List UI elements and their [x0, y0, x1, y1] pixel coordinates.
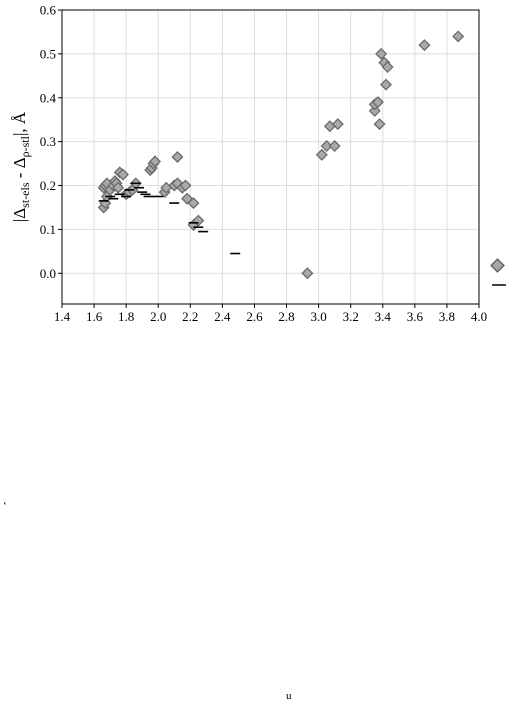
x-tick-label: 3.0: [310, 309, 326, 324]
x-tick-label: 3.2: [343, 309, 359, 324]
diamond-point: [381, 61, 394, 74]
diamond-point: [452, 30, 465, 43]
stray-mark-bottom: u: [286, 690, 292, 702]
diamond-point: [375, 47, 388, 60]
ylabel-minus: -: [10, 168, 29, 182]
diamond-point: [112, 181, 125, 194]
diamond-point: [149, 155, 162, 168]
diamond-point: [320, 140, 333, 153]
x-tick-label: 4.0: [471, 309, 487, 324]
diamond-point: [418, 39, 431, 52]
diamond-point: [179, 179, 192, 192]
y-tick-label: 0.4: [40, 90, 57, 105]
y-tick-label: 0.2: [40, 178, 56, 193]
diamond-point: [328, 140, 341, 153]
diamond-point: [116, 168, 129, 181]
x-tick-label: 1.6: [86, 309, 103, 324]
diamond-point: [368, 104, 381, 117]
x-tick-label: 2.8: [278, 309, 294, 324]
x-tick-label: 2.6: [246, 309, 263, 324]
ylabel-delta-1: Δ: [10, 208, 29, 219]
x-tick-label: 3.4: [375, 309, 392, 324]
x-tick-label: 2.0: [150, 309, 166, 324]
diamond-point: [373, 118, 386, 131]
ylabel-sub-2: ρ-stl: [18, 135, 32, 157]
x-tick-label: 1.4: [54, 309, 71, 324]
y-tick-label: 0.6: [40, 3, 57, 18]
ylabel-bar-left: |: [10, 219, 29, 222]
stray-mark-left: ‘: [3, 500, 7, 512]
x-tick-labels: 1.4 1.6 1.8 2.0 2.2 2.4 2.6 2.8 3.0 3.2 3.4 3.6 3.8 4…: [54, 309, 487, 324]
ylabel-unit: , Å: [10, 111, 29, 133]
diamond-point: [371, 96, 384, 109]
x-tick-label: 2.4: [214, 309, 231, 324]
x-tick-label: 3.6: [407, 309, 424, 324]
plot-frame: [61, 9, 480, 305]
data-marks: [97, 30, 465, 280]
y-tick-labels: 0.0 0.1 0.2 0.3 0.4 0.5 0.6: [40, 3, 57, 281]
y-tick-label: 0.0: [40, 266, 56, 281]
ylabel-delta-2: Δ: [10, 157, 29, 168]
diamond-point: [171, 150, 184, 164]
y-tick-label: 0.3: [40, 134, 56, 149]
y-tick-label: 0.1: [40, 222, 56, 237]
x-tick-label: 3.8: [439, 309, 455, 324]
diamond-point: [301, 267, 314, 280]
legend-diamond-icon: [490, 258, 505, 273]
x-tick-label: 2.2: [182, 309, 198, 324]
diamond-point: [187, 197, 200, 210]
y-axis-label: |Δst-els - Δρ-stl|, Å: [10, 111, 32, 222]
diamond-point: [315, 148, 328, 161]
plot-area: [62, 10, 479, 304]
diamond-point: [331, 118, 344, 131]
diamond-point: [379, 78, 392, 91]
legend: [490, 258, 506, 286]
y-tick-label: 0.5: [40, 46, 56, 61]
x-tick-label: 1.8: [118, 309, 134, 324]
axes: [58, 9, 480, 308]
ylabel-bar-right: |: [10, 133, 29, 136]
ylabel-sub-1: st-els: [18, 182, 32, 208]
